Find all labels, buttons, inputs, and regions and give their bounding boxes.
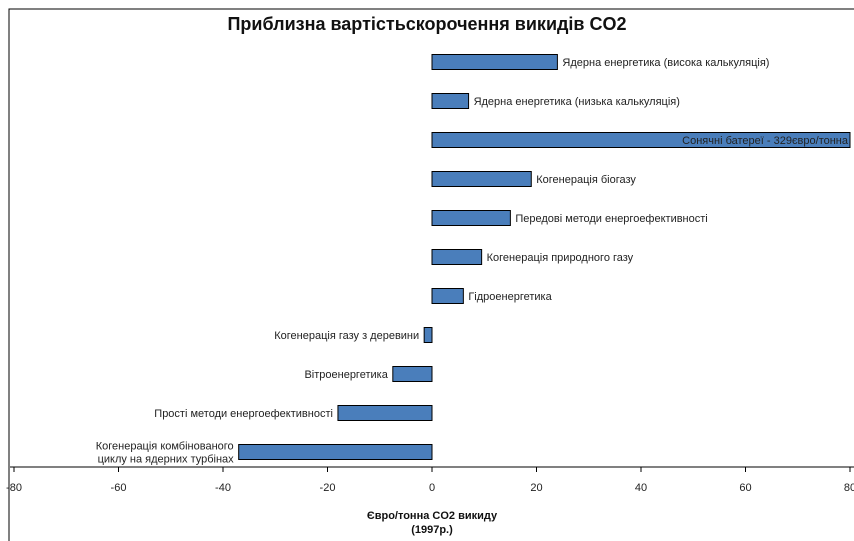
x-tick-label-7: 60 xyxy=(739,482,751,494)
bar-label-4: Передові методи енергоефективності xyxy=(515,213,707,225)
bar-label-2: Сонячні батереї - 329євро/тонна xyxy=(682,135,849,147)
bar-4 xyxy=(431,210,511,226)
bar-label-3: Когенерація біогазу xyxy=(536,174,636,186)
bar-2 xyxy=(431,132,851,148)
x-tick-label-1: -60 xyxy=(111,482,127,494)
chart-frame xyxy=(8,8,854,541)
x-tick-label-0: -80 xyxy=(6,482,22,494)
bar-labels-layer: Ядерна енергетика (висока калькуляція) Яд… xyxy=(96,57,849,466)
bar-label-6: Гідроенергетика xyxy=(468,291,552,303)
x-axis-title-line-1: Євро/тонна CO2 викиду xyxy=(367,510,498,522)
bar-1 xyxy=(431,93,470,109)
bar-label-7: Когенерація газу з деревини xyxy=(274,330,419,342)
bar-6 xyxy=(431,288,464,304)
bar-label-1: Ядерна енергетика (низька калькуляція) xyxy=(474,96,680,108)
chart-title: Приблизна вартістьскорочення викидів CO2 xyxy=(227,14,626,34)
bar-label-5: Когенерація природного газу xyxy=(487,252,634,264)
x-tick-label-2: -40 xyxy=(215,482,231,494)
x-axis-title-line-2: (1997р.) xyxy=(411,524,453,536)
bar-10 xyxy=(238,444,433,460)
x-axis-ticks: -80 -60 -40 -20 0 20 40 60 80 xyxy=(6,467,854,494)
bar-0 xyxy=(431,54,558,70)
bar-label-0: Ядерна енергетика (висока калькуляція) xyxy=(562,57,769,69)
x-tick-label-6: 40 xyxy=(635,482,647,494)
x-tick-label-8: 80 xyxy=(844,482,854,494)
bar-5 xyxy=(431,249,483,265)
bar-label-9: Прості методи енергоефективності xyxy=(154,408,333,420)
bar-8 xyxy=(392,366,433,382)
x-tick-label-3: -20 xyxy=(320,482,336,494)
bar-label-8: Вітроенергетика xyxy=(304,369,388,381)
bar-label-10: Когенерація комбінованого циклу на ядерни… xyxy=(96,441,234,466)
x-tick-label-4: 0 xyxy=(429,482,435,494)
bar-7 xyxy=(423,327,433,343)
bar-3 xyxy=(431,171,532,187)
bar-9 xyxy=(337,405,433,421)
x-tick-label-5: 20 xyxy=(530,482,542,494)
bars-layer xyxy=(238,54,851,460)
